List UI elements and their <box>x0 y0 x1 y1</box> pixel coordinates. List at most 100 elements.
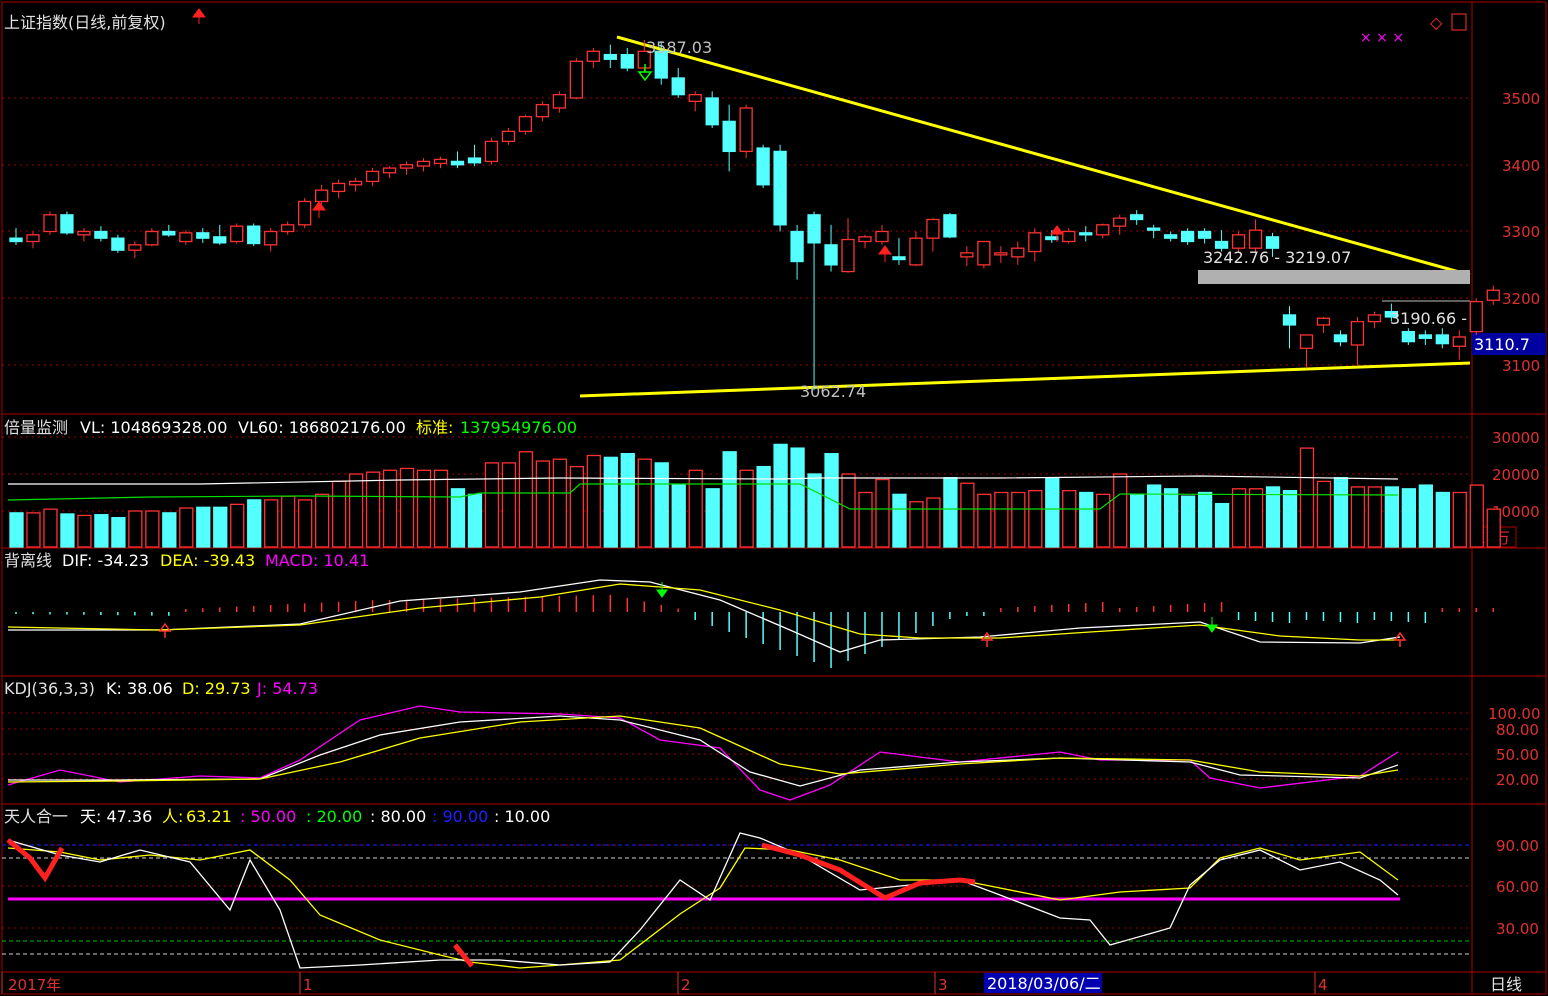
kdj-panel-title: KDJ(36,3,3) <box>4 679 95 698</box>
cursor-date: 2018/03/06/二 <box>987 974 1101 993</box>
macd-lines <box>7 579 1407 653</box>
volume-bar <box>9 512 24 548</box>
volume-bar <box>841 473 856 548</box>
candle-body <box>145 230 159 246</box>
volume-bar <box>298 499 313 548</box>
candle-body <box>1197 230 1212 239</box>
kdj-tick: 20.00 <box>1496 771 1539 789</box>
volume-bar <box>145 510 160 548</box>
volume-bar <box>1011 491 1026 548</box>
candle-body <box>1265 236 1280 249</box>
macd-panel-title: 背离线 <box>4 551 52 570</box>
volume-bar <box>1045 477 1060 548</box>
dif-value: DIF: -34.23 <box>62 551 149 570</box>
candle-body <box>1384 310 1399 318</box>
p10-value: : 10.00 <box>494 807 550 826</box>
buy-arrow-icon <box>878 245 892 262</box>
std-value: 137954976.00 <box>460 418 577 437</box>
candle-body <box>1367 314 1382 323</box>
ren-line <box>7 847 1399 969</box>
candle-body <box>348 180 363 186</box>
candle-body <box>179 232 193 243</box>
candle-body <box>26 234 40 243</box>
volume-bar <box>977 493 992 548</box>
time-label: 3 <box>938 976 948 994</box>
volume-bar <box>535 460 551 548</box>
volume-bar <box>1452 491 1467 548</box>
volume-bar <box>128 510 143 548</box>
candle-body <box>909 237 923 266</box>
std-key: 标准: <box>416 418 453 437</box>
sell-arrow-icon <box>656 582 668 598</box>
trh-tick: 30.00 <box>1496 920 1539 938</box>
volume-bar <box>1180 495 1196 548</box>
volume-bar <box>807 473 822 548</box>
period-button[interactable]: 日线 <box>1490 975 1522 994</box>
volume-bar <box>94 514 109 548</box>
candle-body <box>858 236 872 243</box>
candle-body <box>569 60 583 99</box>
candle-body <box>1130 214 1144 221</box>
buy-arrow-icon <box>312 201 326 218</box>
candle-body <box>365 170 380 183</box>
candle-body <box>60 214 74 234</box>
tian-line <box>7 832 1399 969</box>
volume-bar <box>688 469 703 548</box>
candle-body <box>331 182 346 193</box>
low-label: 3062.74 <box>800 382 866 401</box>
volume-bar <box>1418 484 1433 548</box>
volume-bar <box>1248 488 1264 548</box>
candle-body <box>688 94 702 102</box>
volume-bar <box>1265 486 1281 548</box>
p80-value: : 80.00 <box>370 807 426 826</box>
candle-body <box>824 244 838 266</box>
candle-body <box>807 214 821 244</box>
candle-body <box>722 120 736 153</box>
kdj-axis: 100.00 80.00 50.00 20.00 <box>1488 705 1541 789</box>
candle-body <box>892 256 906 261</box>
price-axis: 3500 3400 3300 3200 3100 3110.7 <box>1472 90 1546 375</box>
candle-body <box>1469 300 1483 333</box>
volume-tick: 20000 <box>1492 466 1540 484</box>
volume-bar <box>773 443 788 548</box>
candle-body <box>1418 334 1432 339</box>
time-label: 2017年 <box>8 976 61 994</box>
candle-body <box>1147 227 1161 231</box>
cursor-date-box <box>984 973 1102 993</box>
candle-body <box>94 230 108 239</box>
candle-body <box>535 104 550 118</box>
p90-value: : 90.00 <box>432 807 488 826</box>
volume-bar <box>111 517 126 548</box>
volume-bar <box>1130 493 1145 548</box>
candle-body <box>314 189 329 203</box>
candle-body <box>247 225 261 245</box>
volume-bar <box>484 462 500 548</box>
candle-body <box>467 157 482 164</box>
volume-bar <box>671 484 686 548</box>
volume-bar <box>1384 486 1400 548</box>
candle-body <box>1045 236 1059 241</box>
buy-arrow-icon <box>1050 225 1064 242</box>
candle-body <box>960 252 974 258</box>
candle-body <box>1282 314 1297 326</box>
candle-body <box>1028 232 1042 253</box>
vl-value: VL: 104869328.00 <box>80 418 227 437</box>
candle-body <box>1333 334 1348 343</box>
trh-tick: 90.00 <box>1496 837 1539 855</box>
volume-bar <box>43 508 58 548</box>
candle-body <box>1062 230 1076 243</box>
candle-body <box>9 237 23 243</box>
price-header: 上证指数(日线,前复权) <box>4 8 206 32</box>
signal-segment <box>453 943 474 968</box>
candle-body <box>1113 217 1127 227</box>
volume-bar <box>909 501 924 548</box>
candles <box>9 39 1500 391</box>
buy-arrow-icon <box>158 622 172 638</box>
volume-bar <box>60 513 75 548</box>
volume-bar <box>1231 488 1247 548</box>
kdj-lines <box>7 705 1399 801</box>
diamond-icon: ◇ <box>1430 13 1443 32</box>
volume-bar <box>875 478 890 548</box>
d-line <box>7 715 1399 783</box>
